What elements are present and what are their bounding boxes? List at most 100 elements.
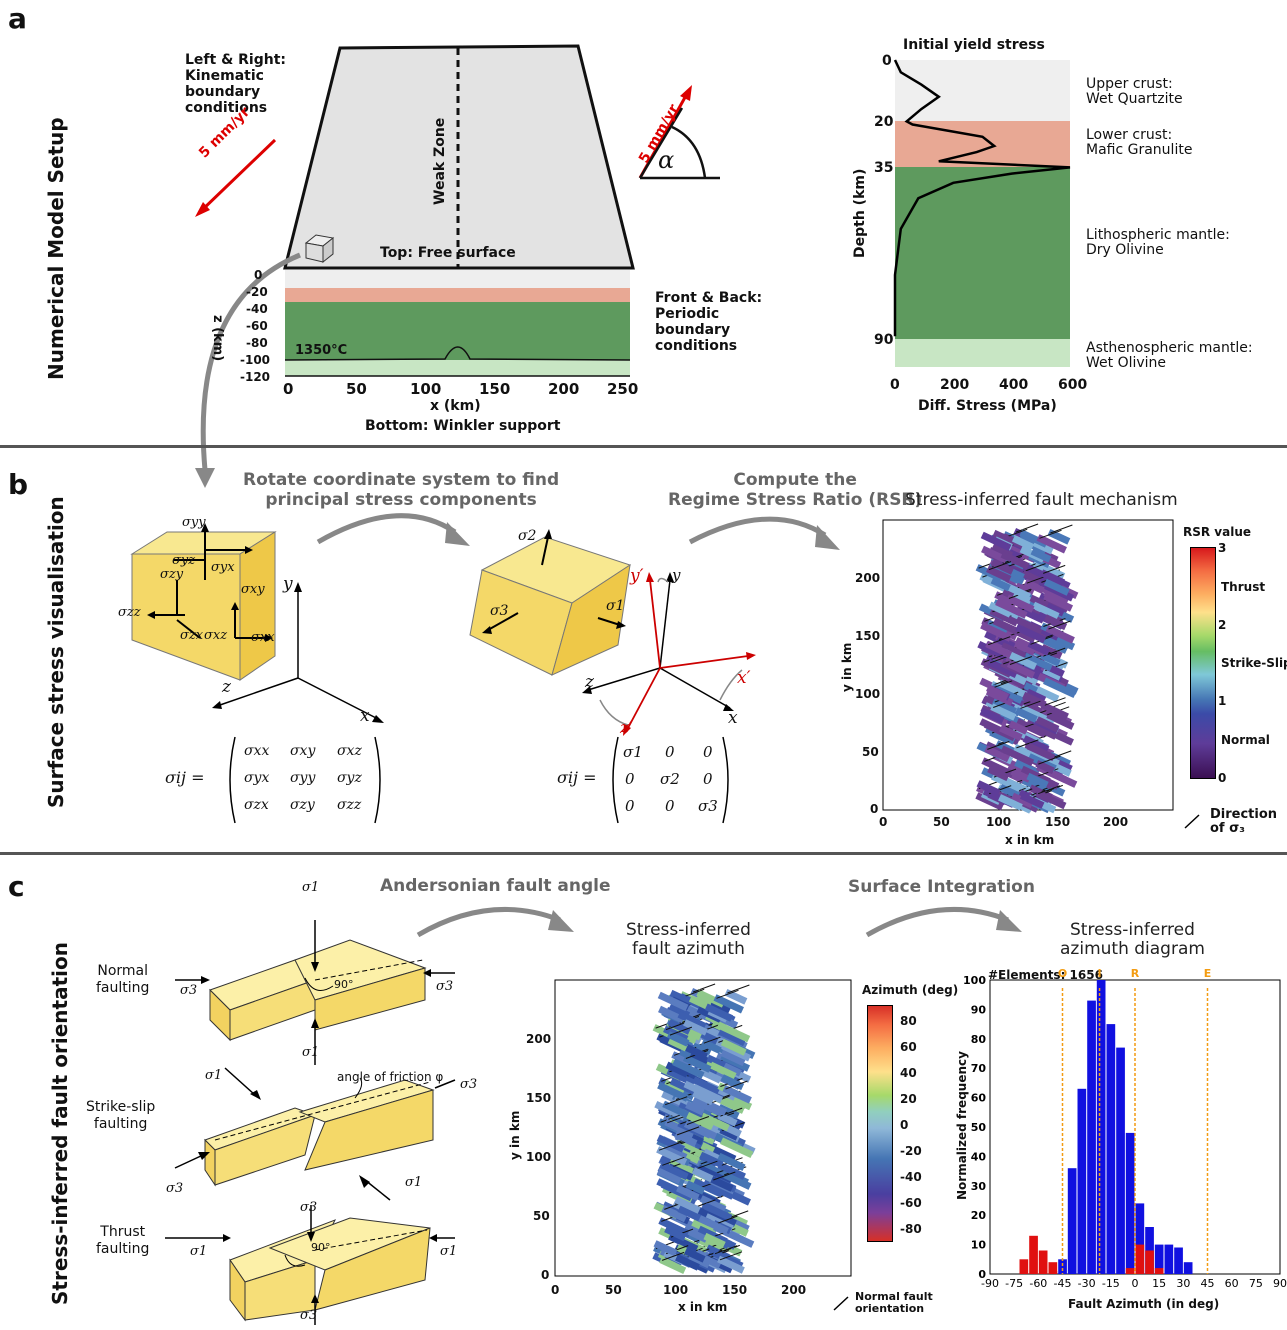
fault-streak (696, 989, 725, 1008)
hist-y-tick: 70 (971, 1062, 987, 1075)
fault-streak (692, 1076, 721, 1095)
fault-streak (663, 1079, 686, 1095)
rsr-x-tick: 50 (933, 815, 950, 829)
tensor-cell: 0 (703, 743, 713, 761)
normal-fault-glyph (833, 1296, 849, 1311)
histogram-bar (1174, 1247, 1183, 1274)
rsr-map (882, 519, 1174, 814)
direction-sigma3-glyph (1184, 814, 1200, 829)
fault-streak (667, 1019, 691, 1035)
fault-streak (664, 1225, 687, 1242)
z-tick: -60 (246, 319, 268, 333)
fault-streak (715, 1095, 745, 1114)
fault-streak (1021, 570, 1042, 585)
fault-streak (979, 707, 1005, 725)
histogram-bar (1125, 1132, 1135, 1274)
fault-streak (720, 1074, 745, 1091)
tensor-cell: σxx (244, 743, 270, 759)
histogram-bar (1087, 1000, 1096, 1274)
hist-x-tick: -75 (1005, 1277, 1023, 1290)
fault-streak (998, 794, 1023, 811)
elements-count: #Elements: 1656 (988, 968, 1103, 982)
tensor-cell: 0 (625, 770, 635, 788)
cube2-sigma-2: σ2 (518, 528, 537, 544)
fault-streak (676, 1184, 700, 1201)
fault-streak (713, 994, 744, 1014)
fault-streak (683, 1019, 708, 1036)
fault-streak (1014, 707, 1038, 723)
fault-streak (683, 1120, 713, 1139)
x-tick: 100 (410, 380, 442, 398)
fault-streak (1040, 569, 1066, 586)
hist-x-tick: -30 (1078, 1277, 1096, 1290)
sigma-direction-tick (658, 1141, 682, 1151)
tensor-cell: σzy (290, 797, 315, 813)
tensor-cell: σ2 (660, 770, 680, 788)
azimuth-map-title: Stress-inferred fault azimuth (626, 920, 751, 959)
fault-streak (1029, 594, 1049, 609)
sigma1-label: σ1 (205, 1068, 223, 1083)
az-colorbar (867, 1005, 893, 1242)
fault-streak (992, 529, 1013, 545)
hist-x-tick: -90 (981, 1277, 999, 1290)
sigma3-label: σ3 (300, 1308, 318, 1323)
x-tick: 200 (548, 380, 580, 398)
hist-y-tick: 90 (971, 1003, 987, 1016)
fault-streak (1020, 651, 1053, 672)
histogram-bar (1067, 1168, 1077, 1274)
sigma-direction-tick (1050, 524, 1073, 534)
az-y-tick: 50 (533, 1209, 550, 1223)
cube1-sigma-xz: σxz (204, 628, 228, 643)
fault-streak (658, 1005, 685, 1024)
fault-streak (683, 1080, 708, 1097)
histogram-bar (1135, 1244, 1145, 1274)
fault-streak (685, 1101, 705, 1116)
sigma-direction-tick (1023, 563, 1046, 573)
sigma1-label: σ1 (302, 1045, 320, 1060)
sigma-direction-tick (1016, 739, 1039, 749)
yield-curve (893, 59, 1071, 337)
fault-streak (668, 1158, 698, 1177)
hist-y-tick: 30 (971, 1180, 987, 1193)
normal-faulting-label: Normal faulting (96, 963, 150, 996)
z-tick: -80 (246, 336, 268, 350)
az-x-tick: 200 (781, 1283, 807, 1297)
fault-streak (1005, 594, 1035, 613)
rsr-y-tick: 100 (855, 687, 881, 701)
sigma-direction-tick (727, 984, 750, 994)
sigma-direction-tick (662, 1156, 685, 1166)
histogram-bar (1048, 1262, 1058, 1274)
sigma-ij-label-2: σij = (557, 768, 597, 787)
fault-streak (668, 1233, 699, 1253)
fault-streak (664, 1118, 695, 1138)
sigma-direction-tick (669, 1026, 693, 1036)
tensor-brackets-1 (229, 736, 381, 824)
fault-streak (986, 684, 1010, 701)
step-andersonian: Andersonian fault angle (380, 876, 611, 896)
sigma1-label: σ1 (405, 1175, 423, 1190)
rsr-cbar-label: 3 (1218, 541, 1227, 555)
cube1-sigma-zy: σzy (160, 567, 184, 582)
fault-streak (1036, 534, 1067, 554)
az-x-tick: 0 (551, 1283, 560, 1297)
az-x-axis-label: x in km (678, 1300, 728, 1314)
cube2-sigma-1: σ1 (606, 598, 625, 614)
fault-streak (692, 1042, 712, 1057)
az-y-axis-label: y in km (508, 1110, 522, 1160)
yield-stress-tick: 400 (999, 377, 1029, 393)
cube1-sigma-zz: σzz (118, 605, 141, 620)
rsr-cbar-label: 1 (1218, 694, 1227, 708)
rsr-cbar-label: 0 (1218, 771, 1227, 785)
tensor-cell: σzz (337, 797, 362, 813)
hist-y-axis-label: Normalized frequency (955, 1051, 969, 1200)
az-cbar-tick: -80 (900, 1222, 922, 1236)
reference-line-label: E (1204, 967, 1212, 980)
tensor-cell: 0 (665, 797, 675, 815)
fault-streak (1043, 601, 1065, 617)
rsr-x-tick: 0 (879, 815, 888, 829)
fault-streak (709, 1061, 737, 1080)
x-tick: 250 (607, 380, 639, 398)
rsr-x-tick: 100 (986, 815, 1012, 829)
fault-streak (653, 1240, 678, 1257)
sigma3-label: σ3 (180, 983, 198, 998)
